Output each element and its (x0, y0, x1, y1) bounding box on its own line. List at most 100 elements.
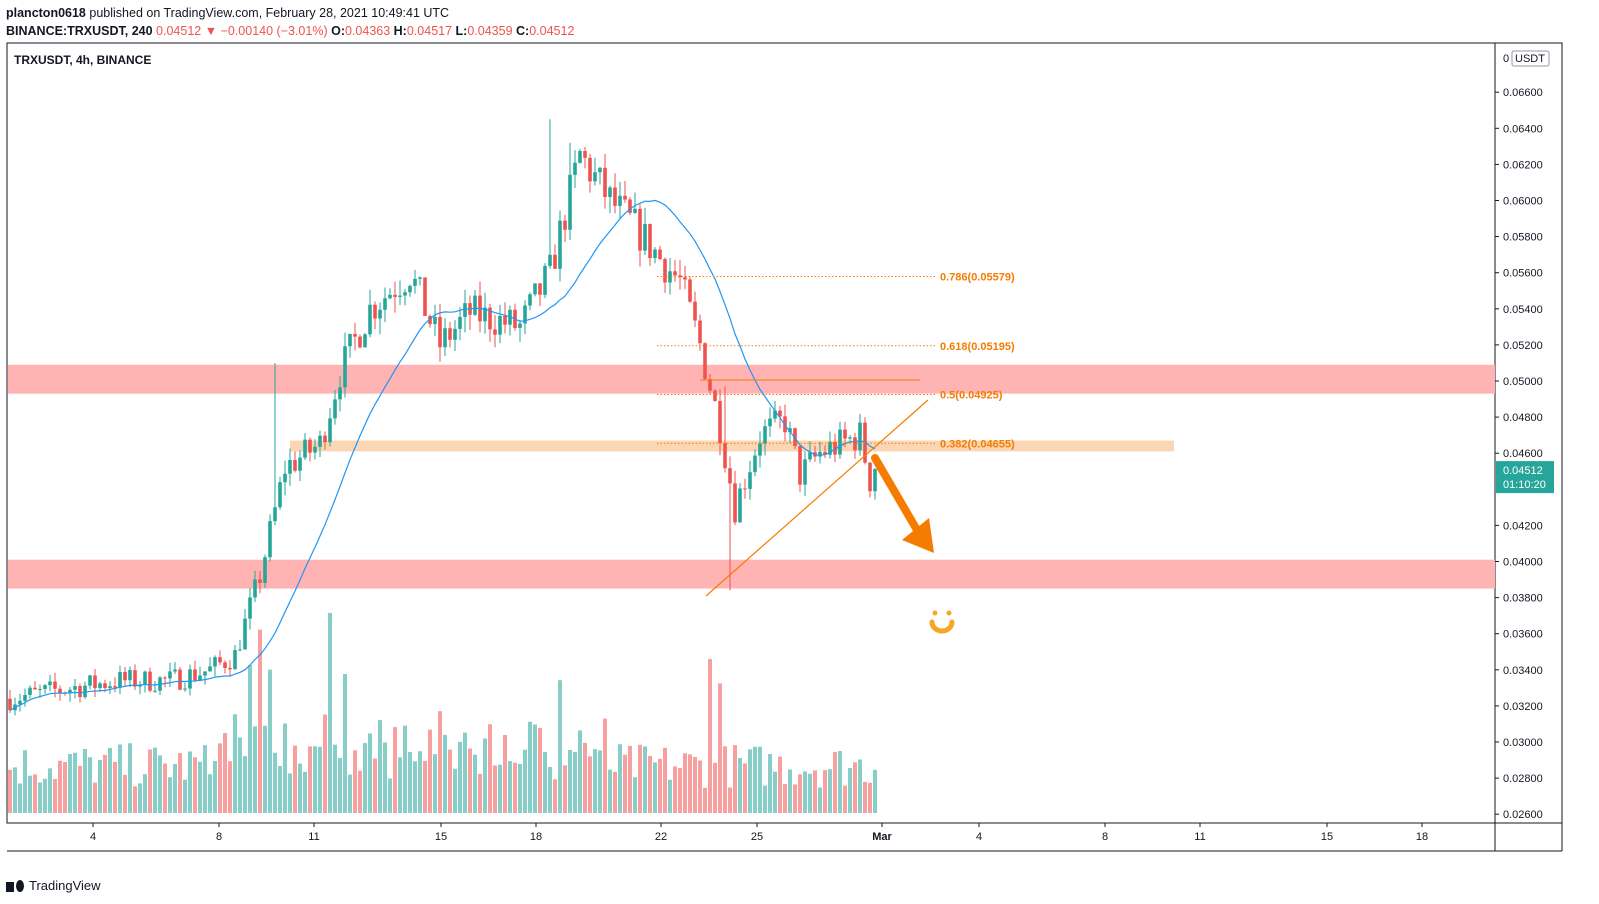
candle-body[interactable] (548, 254, 552, 266)
candle-body[interactable] (148, 671, 152, 691)
candle-body[interactable] (493, 329, 497, 335)
currency-text[interactable]: USDT (1515, 53, 1545, 65)
candle-body[interactable] (693, 301, 697, 321)
footer-brand[interactable]: TradingView (29, 878, 101, 893)
candle-body[interactable] (673, 271, 677, 276)
candle-body[interactable] (598, 167, 602, 173)
candle-body[interactable] (283, 473, 287, 483)
candle-body[interactable] (273, 507, 277, 522)
candle-body[interactable] (633, 208, 637, 213)
candle-body[interactable] (698, 320, 702, 344)
candle-body[interactable] (348, 333, 352, 347)
candle-body[interactable] (613, 187, 617, 206)
candle-body[interactable] (553, 254, 557, 269)
candle-body[interactable] (338, 387, 342, 400)
candle-body[interactable] (233, 650, 237, 670)
candle-body[interactable] (463, 303, 467, 317)
candle-body[interactable] (108, 686, 112, 689)
candle-body[interactable] (663, 259, 667, 283)
candle-body[interactable] (818, 451, 822, 457)
candle-body[interactable] (823, 451, 827, 455)
candle-body[interactable] (78, 686, 82, 698)
candle-body[interactable] (398, 295, 402, 297)
candle-body[interactable] (238, 649, 242, 651)
down-arrow-shaft[interactable] (871, 454, 921, 534)
candle-body[interactable] (543, 265, 547, 295)
candle-body[interactable] (318, 435, 322, 447)
candle-body[interactable] (258, 579, 262, 583)
candle-body[interactable] (853, 437, 857, 451)
candle-body[interactable] (28, 687, 32, 695)
candle-body[interactable] (298, 457, 302, 471)
candle-body[interactable] (18, 700, 22, 705)
candle-body[interactable] (658, 249, 662, 260)
candle-body[interactable] (683, 277, 687, 280)
candle-body[interactable] (828, 441, 832, 455)
down-arrow-head-icon[interactable] (902, 518, 934, 553)
candle-body[interactable] (833, 441, 837, 455)
candle-body[interactable] (738, 488, 742, 523)
candle-body[interactable] (708, 378, 712, 391)
candle-body[interactable] (353, 333, 357, 337)
candle-body[interactable] (303, 439, 307, 458)
candle-body[interactable] (458, 316, 462, 329)
candle-body[interactable] (103, 683, 107, 689)
candle-body[interactable] (768, 418, 772, 427)
candle-body[interactable] (503, 315, 507, 325)
candle-body[interactable] (618, 195, 622, 206)
candle-body[interactable] (453, 328, 457, 340)
candle-body[interactable] (208, 666, 212, 672)
candle-body[interactable] (168, 671, 172, 679)
author-name[interactable]: plancton0618 (6, 6, 86, 20)
candle-body[interactable] (438, 316, 442, 348)
candle-body[interactable] (203, 671, 207, 676)
candle-body[interactable] (523, 305, 527, 324)
candle-body[interactable] (378, 309, 382, 319)
candle-body[interactable] (373, 304, 377, 319)
candle-body[interactable] (388, 294, 392, 299)
candle-body[interactable] (343, 346, 347, 388)
candle-body[interactable] (8, 698, 12, 711)
candle-body[interactable] (73, 686, 77, 690)
candle-body[interactable] (213, 657, 217, 667)
candle-body[interactable] (228, 667, 232, 670)
candle-body[interactable] (188, 669, 192, 689)
candle-body[interactable] (638, 208, 642, 251)
candle-body[interactable] (433, 316, 437, 325)
candle-body[interactable] (328, 418, 332, 443)
candle-body[interactable] (118, 671, 122, 688)
candle-body[interactable] (333, 399, 337, 419)
candle-body[interactable] (293, 459, 297, 471)
candle-body[interactable] (98, 683, 102, 689)
candle-body[interactable] (163, 677, 167, 679)
candle-body[interactable] (518, 323, 522, 328)
candle-body[interactable] (603, 167, 607, 198)
tradingview-logo-icon[interactable] (6, 879, 24, 892)
candle-body[interactable] (578, 151, 582, 163)
candle-body[interactable] (858, 422, 862, 451)
candle-body[interactable] (803, 459, 807, 485)
candle-body[interactable] (23, 694, 27, 701)
candle-body[interactable] (593, 172, 597, 182)
candle-body[interactable] (778, 410, 782, 417)
candle-body[interactable] (43, 685, 47, 689)
candle-body[interactable] (178, 669, 182, 690)
candle-body[interactable] (533, 283, 537, 295)
candle-body[interactable] (128, 670, 132, 681)
candle-body[interactable] (758, 443, 762, 456)
candle-body[interactable] (393, 294, 397, 297)
candle-body[interactable] (313, 446, 317, 453)
candle-body[interactable] (808, 452, 812, 460)
candle-body[interactable] (48, 681, 52, 686)
candle-body[interactable] (308, 439, 312, 453)
candle-body[interactable] (358, 336, 362, 348)
candle-body[interactable] (143, 671, 147, 685)
candle-body[interactable] (843, 429, 847, 439)
candle-body[interactable] (688, 279, 692, 302)
candle-body[interactable] (113, 686, 117, 688)
candle-body[interactable] (608, 187, 612, 198)
candle-body[interactable] (153, 690, 157, 692)
candle-body[interactable] (33, 687, 37, 690)
candle-body[interactable] (383, 298, 387, 310)
smiley-icon[interactable] (929, 610, 955, 634)
